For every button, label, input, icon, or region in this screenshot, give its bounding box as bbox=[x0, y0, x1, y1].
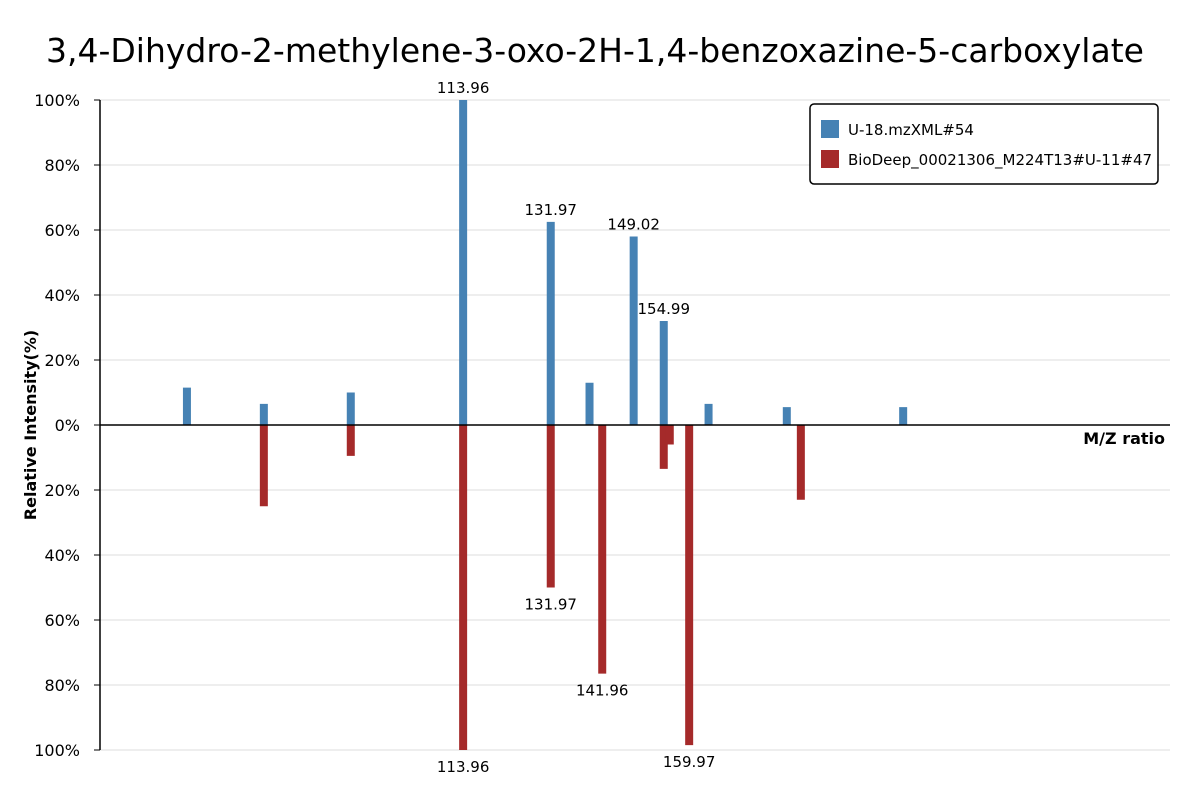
x-axis-title: M/Z ratio bbox=[1083, 429, 1165, 448]
query-peak-bar bbox=[346, 392, 355, 425]
legend: U-18.mzXML#54 BioDeep_00021306_M224T13#U… bbox=[809, 103, 1159, 185]
legend-label-reference: BioDeep_00021306_M224T13#U-11#47 bbox=[848, 151, 1152, 170]
query-peak-bar bbox=[704, 403, 713, 425]
peak-label: 113.96 bbox=[437, 79, 490, 97]
query-peak-bar bbox=[899, 407, 908, 425]
query-peak-bar bbox=[546, 221, 555, 425]
legend-swatch-reference bbox=[821, 150, 839, 168]
y-tick-label: 80% bbox=[44, 156, 80, 175]
reference-peak-bar bbox=[459, 425, 468, 750]
peak-label: 141.96 bbox=[576, 682, 629, 700]
query-peak-bar bbox=[659, 321, 668, 425]
y-axis-title: Relative Intensity(%) bbox=[21, 330, 40, 520]
reference-peak-bar bbox=[665, 425, 674, 445]
y-tick-label: 80% bbox=[44, 676, 80, 695]
data-labels: 113.96 131.97 149.02 154.99 113.96 131.97 141.… bbox=[437, 79, 716, 776]
y-tick-label: 0% bbox=[55, 416, 80, 435]
y-tick-label: 20% bbox=[44, 481, 80, 500]
peak-label: 113.96 bbox=[437, 758, 490, 776]
reference-peak-bar bbox=[659, 425, 668, 469]
peak-label: 154.99 bbox=[638, 300, 691, 318]
query-peak-bar bbox=[629, 236, 638, 425]
chart-title: 3,4-Dihydro-2-methylene-3-oxo-2H-1,4-ben… bbox=[46, 31, 1144, 70]
reference-peak-bar bbox=[259, 425, 268, 507]
reference-peak-bar bbox=[546, 425, 555, 588]
query-peak-bar bbox=[585, 382, 594, 425]
y-tick-label: 20% bbox=[44, 351, 80, 370]
query-peak-bar bbox=[459, 100, 468, 425]
y-tick-label: 100% bbox=[34, 91, 80, 110]
y-tick-labels: 100% 80% 60% 40% 20% 0% 20% 40% 60% 80% 100% bbox=[34, 91, 100, 760]
legend-label-query: U-18.mzXML#54 bbox=[848, 121, 974, 139]
y-tick-label: 60% bbox=[44, 611, 80, 630]
peak-label: 131.97 bbox=[524, 596, 577, 614]
y-tick-label: 40% bbox=[44, 286, 80, 305]
legend-swatch-query bbox=[821, 120, 839, 138]
peak-label: 149.02 bbox=[607, 216, 660, 234]
query-peak-bar bbox=[782, 407, 791, 425]
bars bbox=[182, 100, 908, 750]
peak-label: 131.97 bbox=[524, 201, 577, 219]
reference-peak-bar bbox=[685, 425, 694, 746]
reference-peak-bar bbox=[598, 425, 607, 674]
reference-peak-bar bbox=[796, 425, 805, 500]
query-peak-bar bbox=[182, 387, 191, 425]
peak-label: 159.97 bbox=[663, 753, 716, 771]
y-tick-label: 100% bbox=[34, 741, 80, 760]
legend-box bbox=[809, 103, 1159, 185]
y-tick-label: 40% bbox=[44, 546, 80, 565]
query-peak-bar bbox=[259, 403, 268, 425]
reference-peak-bar bbox=[346, 425, 355, 456]
axes bbox=[99, 100, 1170, 750]
y-tick-label: 60% bbox=[44, 221, 80, 240]
